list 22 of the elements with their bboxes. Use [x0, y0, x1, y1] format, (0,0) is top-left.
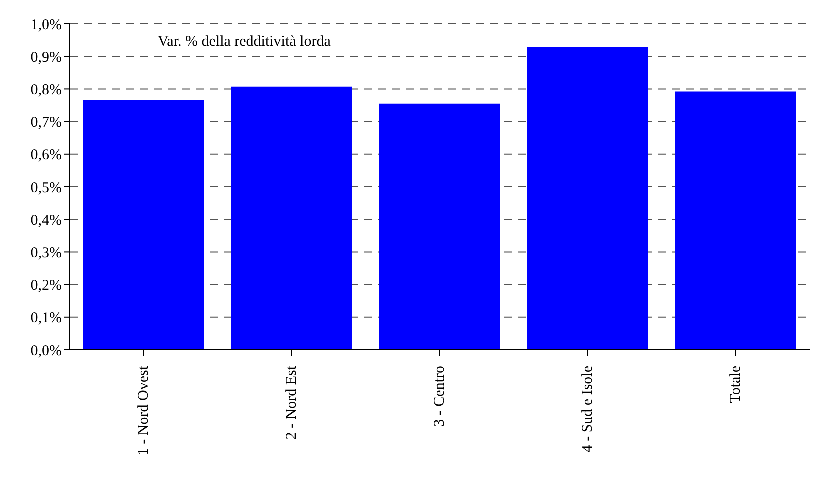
y-tick-label: 0,8%: [30, 82, 62, 99]
y-tick-label: 0,5%: [30, 180, 62, 196]
x-tick-label: 2 - Nord Est: [284, 365, 300, 440]
bar: [231, 86, 352, 350]
bar: [527, 47, 648, 350]
x-tick-label: 3 - Centro: [432, 366, 448, 427]
y-tick-label: 0,2%: [30, 278, 62, 294]
bar: [83, 100, 204, 350]
y-tick-label: 0,1%: [30, 310, 62, 327]
x-tick-label: 4 - Sud e Isole: [580, 366, 596, 453]
y-tick-label: 0,4%: [30, 212, 62, 229]
y-tick-label: 0,7%: [30, 115, 62, 132]
y-tick-label: 0,3%: [30, 246, 62, 262]
text: Var. % della redditività lorda: [158, 34, 331, 51]
y-tick-label: 0,0%: [30, 343, 62, 360]
y-tick-label: 1,0%: [30, 17, 62, 34]
x-tick-label: Totale: [728, 366, 744, 404]
bar: [379, 104, 500, 350]
x-tick-label: 1 - Nord Ovest: [136, 365, 152, 456]
y-tick-label: 0,9%: [30, 50, 62, 66]
bar: [675, 92, 796, 350]
y-tick-label: 0,6%: [30, 148, 62, 164]
